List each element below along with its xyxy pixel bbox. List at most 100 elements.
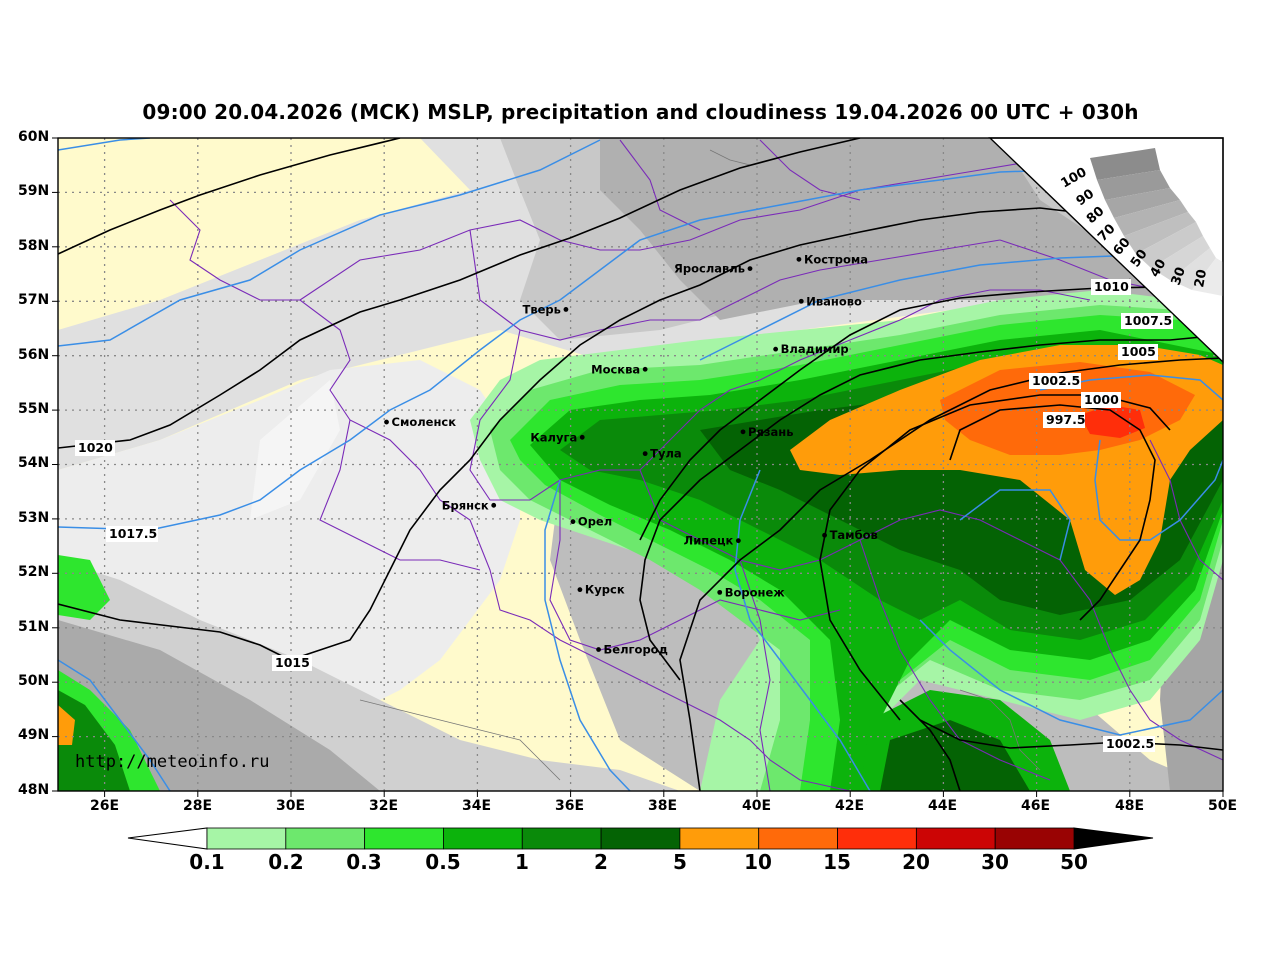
- colorbar-cell: [994, 827, 1075, 850]
- lat-label: 58N: [18, 238, 50, 254]
- colorbar-label: 30: [981, 850, 1009, 874]
- city-label: Тверь: [523, 302, 561, 316]
- city-label: Калуга: [530, 430, 577, 444]
- city-label: Тула: [650, 447, 682, 461]
- isobar-label: 1002.5: [1032, 373, 1080, 388]
- lon-label: 38E: [648, 798, 678, 814]
- colorbar-label: 1: [515, 850, 529, 874]
- colorbar: [127, 827, 1154, 850]
- lon-label: 26E: [90, 798, 120, 814]
- lon-label: 40E: [742, 798, 772, 814]
- isobar-label: 1015: [275, 655, 310, 670]
- city-marker: [563, 307, 569, 312]
- lat-label: 50N: [18, 673, 50, 689]
- colorbar-label: 0.5: [425, 850, 461, 874]
- colorbar-label: 0.1: [189, 850, 225, 874]
- isobar-labels: 1020 1017.5 1015 1010 1007.5 1005 1002.5…: [75, 279, 1173, 752]
- lon-label: 46E: [1021, 798, 1051, 814]
- colorbar-label: 50: [1060, 850, 1088, 874]
- lon-label: 48E: [1115, 798, 1145, 814]
- city-label: Рязань: [748, 425, 793, 439]
- colorbar-cell: [206, 827, 287, 850]
- isobar-label: 1002.5: [1106, 736, 1154, 751]
- city-marker: [822, 532, 827, 538]
- colorbar-label: 0.3: [346, 850, 382, 874]
- city-marker: [740, 429, 746, 435]
- city-label: Владимир: [781, 342, 849, 356]
- colorbar-cell: [600, 827, 681, 850]
- lon-label: 30E: [276, 798, 306, 814]
- lat-label: 60N: [18, 129, 50, 145]
- city-label: Курск: [585, 583, 625, 597]
- colorbar-cell: [679, 827, 760, 850]
- colorbar-cell: [758, 827, 838, 850]
- lat-label: 51N: [18, 619, 50, 635]
- city-label: Москва: [591, 362, 640, 376]
- colorbar-label: 10: [744, 850, 772, 874]
- city-marker: [747, 266, 753, 271]
- lat-label: 59N: [18, 183, 50, 199]
- city-marker: [717, 589, 723, 595]
- city-label: Иваново: [806, 294, 862, 308]
- isobar-label: 1010: [1094, 279, 1129, 294]
- isobar-label: 1020: [78, 440, 113, 455]
- lat-label: 53N: [18, 510, 50, 526]
- isobar-label: 1017.5: [109, 526, 157, 541]
- colorbar-cell: [521, 827, 602, 850]
- city-marker: [596, 647, 601, 652]
- city-marker: [773, 346, 779, 352]
- page-title: 09:00 20.04.2026 (МСК) MSLP, precipitati…: [142, 100, 1139, 124]
- lat-label: 48N: [18, 782, 50, 798]
- city-label: Брянск: [442, 498, 489, 512]
- city-label: Липецк: [684, 534, 734, 548]
- cloud-label: 30: [1169, 265, 1189, 287]
- lon-label: 32E: [369, 798, 399, 814]
- lat-label: 56N: [18, 347, 50, 363]
- cities: Кострома Ярославль Иваново Тверь Владимир Мос…: [384, 252, 878, 657]
- city-label: Воронеж: [725, 585, 786, 599]
- city-label: Белгород: [604, 643, 668, 657]
- city-label: Орел: [578, 515, 612, 529]
- city-marker: [735, 538, 741, 544]
- colorbar-cell: [364, 827, 444, 850]
- isobar-label: 1000: [1084, 392, 1119, 407]
- isobar-label: 997.5: [1046, 412, 1086, 427]
- city-label: Ярославль: [674, 262, 745, 276]
- cloud-label: 20: [1192, 268, 1210, 288]
- colorbar-cell: [915, 827, 996, 850]
- city-marker: [642, 366, 648, 372]
- lon-label: 50E: [1208, 798, 1238, 814]
- lat-label: 54N: [18, 455, 50, 471]
- city-label: Смоленск: [392, 415, 457, 429]
- city-marker: [491, 502, 497, 508]
- city-marker: [798, 298, 804, 304]
- colorbar-label: 15: [823, 850, 851, 874]
- city-label: Тамбов: [830, 528, 878, 542]
- city-marker: [577, 587, 583, 593]
- lon-label: 34E: [462, 798, 492, 814]
- city-label: Кострома: [804, 252, 868, 266]
- city-marker: [384, 419, 389, 425]
- city-marker: [570, 519, 576, 525]
- colorbar-label: 5: [673, 850, 687, 874]
- lat-label: 57N: [18, 292, 50, 308]
- isobar-label: 1007.5: [1124, 313, 1172, 328]
- city-marker: [642, 451, 648, 457]
- city-marker: [796, 256, 802, 262]
- colorbar-label: 2: [594, 850, 608, 874]
- colorbar-cell: [443, 827, 523, 850]
- colorbar-label: 20: [902, 850, 930, 874]
- lat-label: 49N: [18, 727, 50, 743]
- lat-label: 55N: [18, 401, 50, 417]
- lon-label: 44E: [928, 798, 958, 814]
- colorbar-cell: [285, 827, 366, 850]
- colorbar-cell: [837, 827, 917, 850]
- isobar-label: 1005: [1121, 344, 1156, 359]
- lon-label: 36E: [555, 798, 585, 814]
- lon-label: 42E: [835, 798, 865, 814]
- lon-label: 28E: [183, 798, 213, 814]
- watermark: http://meteoinfo.ru: [75, 752, 270, 772]
- lat-label: 52N: [18, 564, 50, 580]
- colorbar-label: 0.2: [268, 850, 304, 874]
